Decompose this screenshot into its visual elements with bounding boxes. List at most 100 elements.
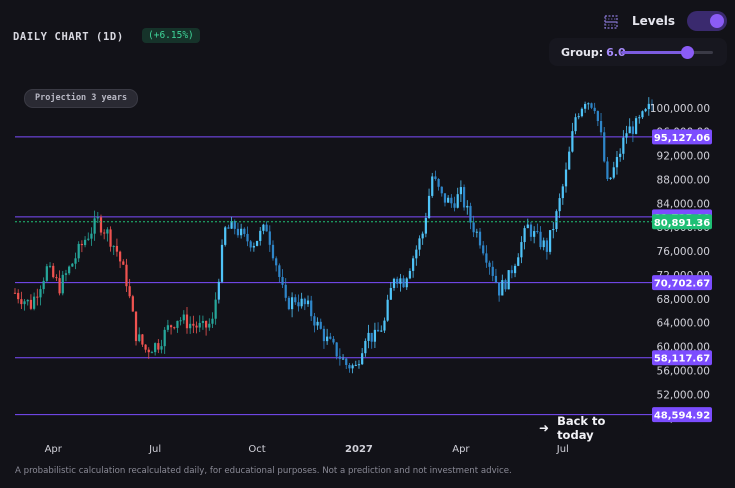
candle-body [405,278,408,288]
candle-body [134,311,138,342]
candle-body [201,320,205,323]
candle-body [590,103,593,108]
group-slider[interactable] [621,46,713,59]
candle-body [233,220,236,229]
candle-body [558,198,561,212]
candle-body [23,301,26,305]
candle-body [354,364,357,366]
candle-body [227,227,230,229]
candle-body [128,286,131,297]
candle-body [603,132,606,162]
candle-body [628,126,631,134]
levels-label: Levels [632,14,676,28]
candle-body [380,330,383,332]
candle-body [17,292,20,300]
candle-body [370,332,373,342]
levels-control: Levels [604,11,728,31]
candle-body [122,261,125,265]
candle-body [456,194,459,208]
candle-body [584,103,587,109]
candle-body [599,121,603,133]
change-badge: (+6.15%) [142,28,200,43]
level-price-tags: 95,127.0681,725.0070,702.6758,117.6748,5… [652,129,712,423]
candle-body [281,276,284,285]
candle-body [408,270,412,279]
candle-body [284,284,287,298]
candle-body [462,187,466,208]
candle-body [42,280,45,290]
candle-body [529,224,533,237]
candle-body [615,156,619,168]
candle-body [440,186,443,194]
candle-body [542,240,545,248]
candle-body [255,240,259,246]
x-axis: Apr Jul Oct 2027 Apr Jul [45,444,569,455]
candle-body [399,278,402,284]
candle-body [498,282,501,296]
candle-body [421,233,424,239]
candle-body [415,249,418,259]
candle-body [58,278,61,294]
candle-body [182,314,185,321]
support-resistance-levels [15,136,652,416]
price-tag-box [652,407,712,423]
projection-chip[interactable]: Projection 3 years [24,89,139,108]
candle-body [634,118,638,134]
candle-body [55,277,58,279]
candle-body [412,258,415,271]
candle-body [243,228,246,234]
candle-body [329,336,332,339]
candle-body [469,205,472,223]
price-tag-label: 58,117.67 [654,354,710,365]
candle-body [443,193,447,203]
candle-body [303,298,306,305]
candle-body [513,265,517,274]
candle-body [68,266,71,274]
levels-grid-icon[interactable] [604,14,618,29]
candle-body [561,186,564,199]
y-tick-label: 88,000.00 [657,174,710,186]
candle-body [564,169,568,187]
y-tick-label: 92,000.00 [657,151,710,163]
candle-body [271,244,275,259]
group-slider-handle[interactable] [681,46,695,59]
candle-body [351,365,354,369]
x-tick-label: Jul [148,444,161,455]
candle-body [335,342,338,357]
candle-body [517,257,520,266]
candle-body [83,239,87,246]
candle-body [345,358,348,365]
candle-body [141,334,144,345]
candle-body [275,258,278,266]
candle-body [316,321,319,326]
candle-body [262,224,265,231]
candle-body [166,325,169,330]
candle-body [77,243,80,259]
candle-body [90,233,93,239]
candle-body [386,299,389,321]
candle-body [539,231,542,248]
levels-toggle-knob [710,14,725,28]
candle-body [606,161,609,179]
back-to-today-button[interactable]: ➜ Back to today [525,414,645,442]
candle-body [176,320,179,328]
candle-body [402,278,405,288]
candle-body [198,322,201,328]
candle-body [125,264,128,287]
price-tag-label: 80,891.36 [654,218,710,229]
candle-body [154,343,157,353]
y-tick-label: 76,000.00 [657,246,710,258]
candle-body [48,265,52,267]
candle-body [118,251,122,262]
candle-body [179,320,182,322]
levels-toggle[interactable] [687,11,728,31]
candle-body [300,298,303,307]
candle-body [361,353,364,365]
price-tag-label: 48,594.92 [654,411,710,422]
candle-body [208,323,211,328]
y-axis: 100,000.0096,000.0092,000.0088,000.0084,… [650,103,710,425]
candle-body [112,245,115,247]
candle-body [453,203,456,208]
candle-body [93,218,96,234]
